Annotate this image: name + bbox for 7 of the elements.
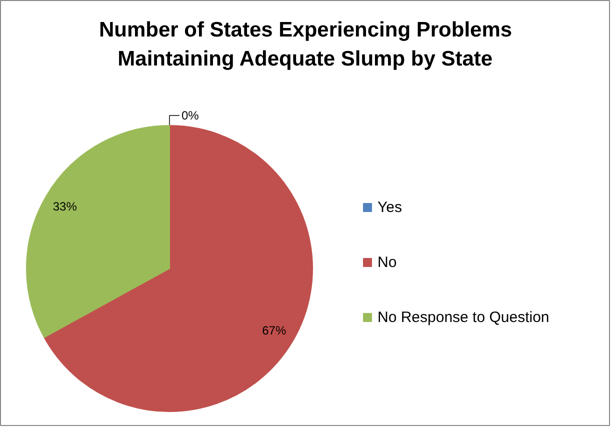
data-label: 67% bbox=[262, 323, 286, 338]
text: 0% bbox=[182, 108, 199, 122]
legend-label: No bbox=[378, 254, 397, 271]
legend-label: Yes bbox=[378, 199, 402, 216]
legend-label: No Response to Question bbox=[378, 309, 550, 326]
data-label: 33% bbox=[52, 200, 78, 214]
chart-title: Number of States Experiencing Problems Maintaining Adequate Slump by State bbox=[98, 18, 512, 70]
